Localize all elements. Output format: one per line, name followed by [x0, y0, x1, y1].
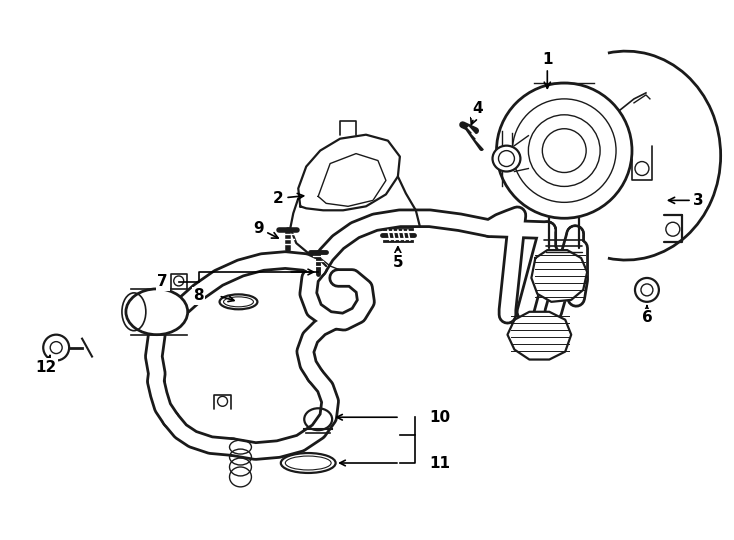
- Text: 2: 2: [273, 191, 304, 206]
- Polygon shape: [507, 312, 571, 360]
- Ellipse shape: [493, 146, 520, 172]
- Text: 9: 9: [253, 221, 278, 238]
- Polygon shape: [298, 134, 400, 210]
- Text: 7: 7: [158, 274, 168, 289]
- Text: 4: 4: [470, 102, 483, 124]
- Ellipse shape: [126, 289, 188, 335]
- Text: 5: 5: [393, 247, 403, 269]
- Text: 12: 12: [35, 355, 57, 375]
- Polygon shape: [318, 153, 386, 206]
- Text: 10: 10: [430, 410, 451, 425]
- Text: 8: 8: [193, 288, 204, 303]
- Text: 11: 11: [430, 456, 451, 470]
- Text: 1: 1: [542, 52, 553, 88]
- Text: 3: 3: [669, 193, 704, 208]
- Text: 6: 6: [642, 306, 653, 325]
- Polygon shape: [531, 250, 587, 302]
